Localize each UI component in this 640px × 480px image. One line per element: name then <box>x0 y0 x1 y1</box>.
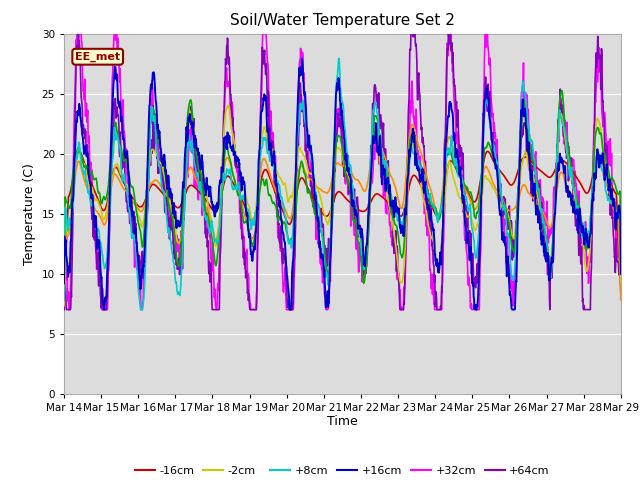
X-axis label: Time: Time <box>327 415 358 429</box>
Title: Soil/Water Temperature Set 2: Soil/Water Temperature Set 2 <box>230 13 455 28</box>
Text: EE_met: EE_met <box>75 51 120 62</box>
Legend: -16cm, -8cm, -2cm, +2cm, +8cm, +16cm, +32cm, +64cm: -16cm, -8cm, -2cm, +2cm, +8cm, +16cm, +3… <box>131 462 554 480</box>
Y-axis label: Temperature (C): Temperature (C) <box>23 163 36 264</box>
